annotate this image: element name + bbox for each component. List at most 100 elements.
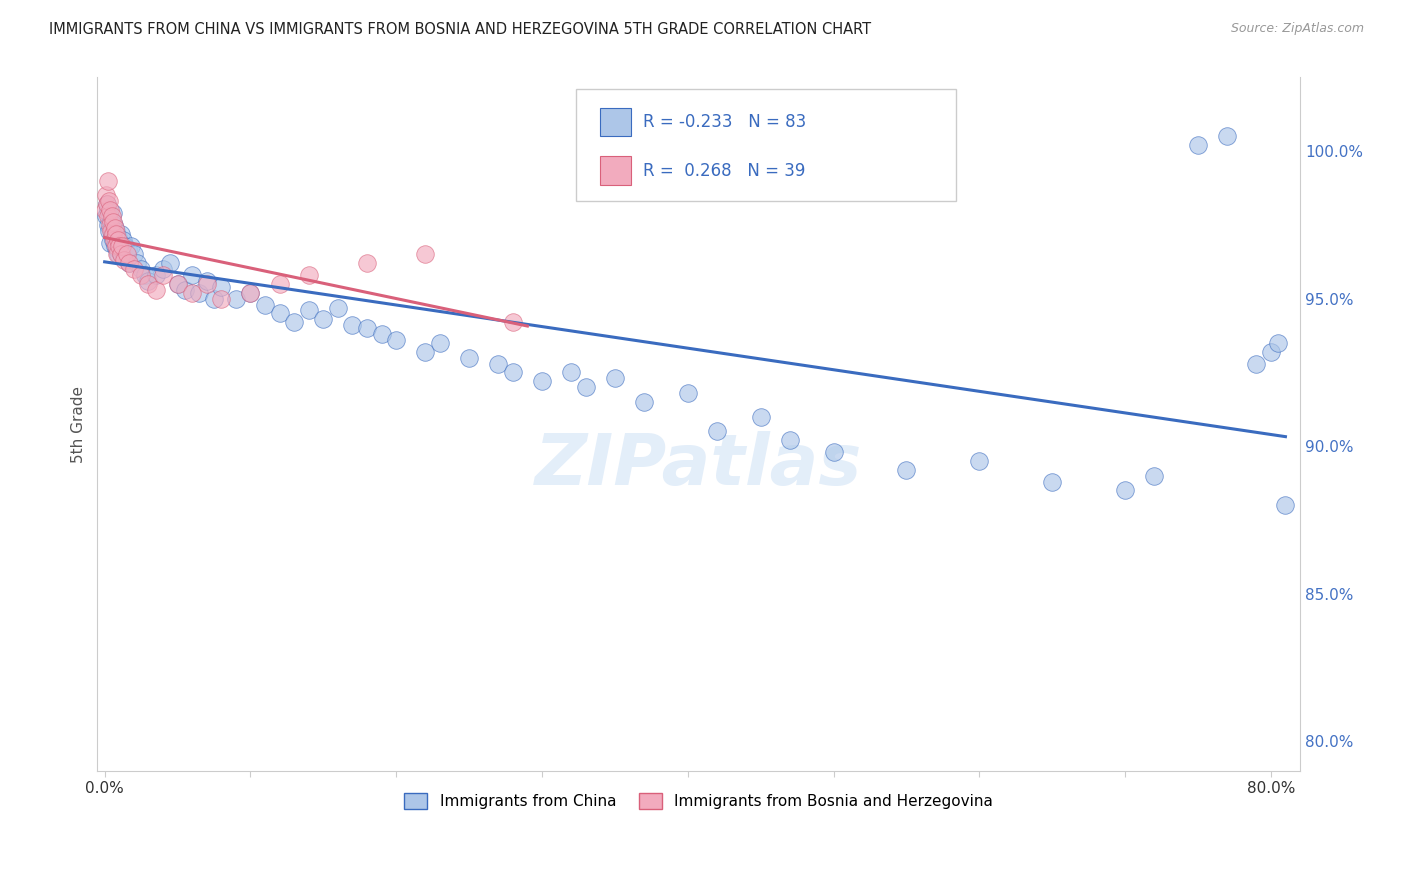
Point <box>1143 468 1166 483</box>
Point <box>779 434 801 448</box>
Point <box>118 256 141 270</box>
Point <box>101 206 124 220</box>
Point <box>112 251 135 265</box>
Point <box>1246 357 1268 371</box>
Point <box>181 268 204 282</box>
Point <box>159 256 181 270</box>
Point <box>225 292 247 306</box>
Point <box>101 227 124 241</box>
Point <box>104 238 127 252</box>
Point <box>326 301 349 315</box>
Text: Source: ZipAtlas.com: Source: ZipAtlas.com <box>1230 22 1364 36</box>
Text: R =  0.268   N = 39: R = 0.268 N = 39 <box>643 161 804 179</box>
Point <box>103 215 125 229</box>
Point <box>1040 475 1063 489</box>
Point <box>1260 344 1282 359</box>
Point <box>96 174 118 188</box>
Point <box>429 335 451 350</box>
Point <box>209 292 232 306</box>
Point <box>98 194 121 209</box>
Point <box>1216 129 1239 144</box>
Point <box>145 268 167 282</box>
Point <box>706 425 728 439</box>
Point <box>104 224 127 238</box>
Point <box>1114 483 1136 498</box>
Point <box>209 280 232 294</box>
Point <box>458 351 481 365</box>
Point <box>103 233 125 247</box>
Point <box>107 233 129 247</box>
Point <box>101 227 124 241</box>
Point <box>173 283 195 297</box>
Point <box>100 235 122 250</box>
Point <box>107 229 129 244</box>
Point <box>486 357 509 371</box>
Point <box>108 238 131 252</box>
Point <box>120 238 142 252</box>
Text: ZIPatlas: ZIPatlas <box>536 431 862 500</box>
Point <box>108 233 131 247</box>
Point <box>111 244 134 259</box>
Point <box>253 297 276 311</box>
Point <box>152 262 174 277</box>
Point <box>94 188 117 202</box>
Point <box>239 285 262 300</box>
Point <box>97 203 120 218</box>
Point <box>96 197 118 211</box>
Point <box>96 218 118 232</box>
Point <box>103 218 125 232</box>
Point <box>370 327 392 342</box>
Point <box>1274 498 1296 512</box>
Point <box>415 344 437 359</box>
Point <box>129 268 152 282</box>
Point <box>108 238 131 252</box>
Point <box>530 374 553 388</box>
Point <box>98 224 121 238</box>
Point <box>115 253 138 268</box>
Point <box>122 262 145 277</box>
Point <box>676 386 699 401</box>
Point <box>100 203 122 218</box>
Point <box>94 209 117 223</box>
Point <box>105 233 128 247</box>
Point <box>98 209 121 223</box>
Point <box>1187 138 1209 153</box>
Point <box>96 197 118 211</box>
Point <box>283 315 305 329</box>
Point <box>239 285 262 300</box>
Text: IMMIGRANTS FROM CHINA VS IMMIGRANTS FROM BOSNIA AND HERZEGOVINA 5TH GRADE CORREL: IMMIGRANTS FROM CHINA VS IMMIGRANTS FROM… <box>49 22 872 37</box>
Point <box>181 285 204 300</box>
Point <box>105 227 128 241</box>
Point <box>166 277 188 291</box>
Point <box>1267 335 1289 350</box>
Point <box>269 306 291 320</box>
Point <box>94 203 117 218</box>
Point <box>138 277 160 291</box>
Point <box>166 277 188 291</box>
Legend: Immigrants from China, Immigrants from Bosnia and Herzegovina: Immigrants from China, Immigrants from B… <box>398 787 1000 815</box>
Point <box>114 238 136 252</box>
Point <box>118 256 141 270</box>
Point <box>356 321 378 335</box>
Point <box>195 277 218 291</box>
Point <box>110 227 132 241</box>
Point <box>117 242 139 256</box>
Point <box>145 283 167 297</box>
Point <box>111 233 134 247</box>
Point <box>100 224 122 238</box>
Point <box>312 312 335 326</box>
Text: R = -0.233   N = 83: R = -0.233 N = 83 <box>643 113 806 131</box>
Y-axis label: 5th Grade: 5th Grade <box>72 385 86 463</box>
Point <box>138 274 160 288</box>
Point <box>97 209 120 223</box>
Point <box>195 274 218 288</box>
Point <box>104 220 127 235</box>
Point <box>269 277 291 291</box>
Point <box>342 318 364 333</box>
Point <box>969 454 991 468</box>
Point <box>103 233 125 247</box>
Point <box>560 366 582 380</box>
Point <box>105 242 128 256</box>
Point <box>100 215 122 229</box>
Point <box>152 268 174 282</box>
